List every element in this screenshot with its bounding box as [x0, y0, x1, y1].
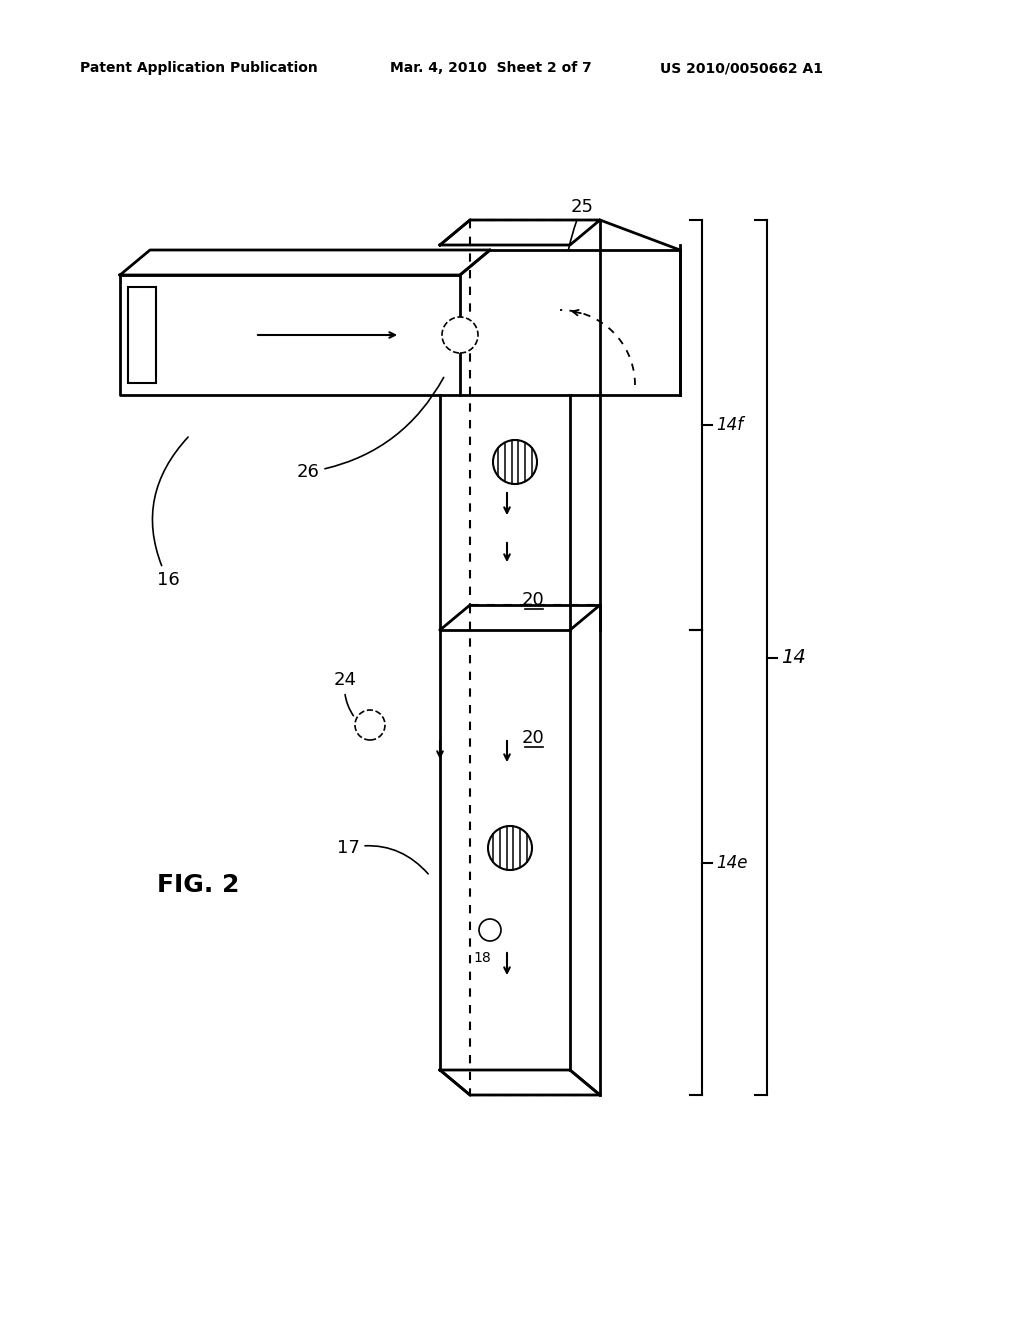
Circle shape — [442, 317, 478, 352]
Circle shape — [479, 919, 501, 941]
Text: 24: 24 — [334, 671, 356, 715]
Text: 14e: 14e — [716, 854, 748, 871]
Circle shape — [488, 826, 532, 870]
Text: 20: 20 — [521, 591, 545, 609]
Circle shape — [355, 710, 385, 741]
Text: Patent Application Publication: Patent Application Publication — [80, 61, 317, 75]
Text: 17: 17 — [337, 840, 428, 874]
Text: US 2010/0050662 A1: US 2010/0050662 A1 — [660, 61, 823, 75]
Text: 25: 25 — [568, 198, 594, 249]
Bar — [128, 286, 156, 383]
Text: 14: 14 — [781, 648, 806, 667]
Text: 20: 20 — [521, 729, 545, 747]
Text: 14f: 14f — [716, 416, 743, 434]
Text: 16: 16 — [153, 437, 188, 589]
Text: 26: 26 — [297, 378, 443, 480]
Text: 18: 18 — [473, 950, 490, 965]
Circle shape — [493, 440, 537, 484]
Text: Mar. 4, 2010  Sheet 2 of 7: Mar. 4, 2010 Sheet 2 of 7 — [390, 61, 592, 75]
Text: FIG. 2: FIG. 2 — [157, 873, 240, 898]
